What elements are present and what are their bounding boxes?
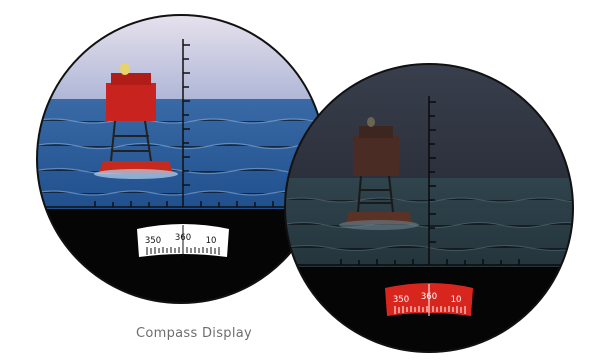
compass-right-label: 10 <box>206 236 217 246</box>
night-view-lens: 350 360 10 <box>281 60 577 356</box>
reticle-icon <box>285 96 573 266</box>
compass-left-label: 350 <box>145 236 161 246</box>
compass-right-label: 10 <box>451 295 462 305</box>
compass-left-label: 350 <box>393 295 409 305</box>
compass-scale-icon: 350 360 10 <box>137 224 229 257</box>
buoy-icon <box>94 63 178 179</box>
compass-scale-icon: 350 360 10 <box>385 283 473 316</box>
compass-center-label: 360 <box>421 292 437 302</box>
buoy-icon <box>339 117 419 230</box>
reticle-icon <box>37 39 325 208</box>
compass-center-label: 360 <box>175 233 191 243</box>
figure-caption: Compass Display <box>136 326 253 341</box>
